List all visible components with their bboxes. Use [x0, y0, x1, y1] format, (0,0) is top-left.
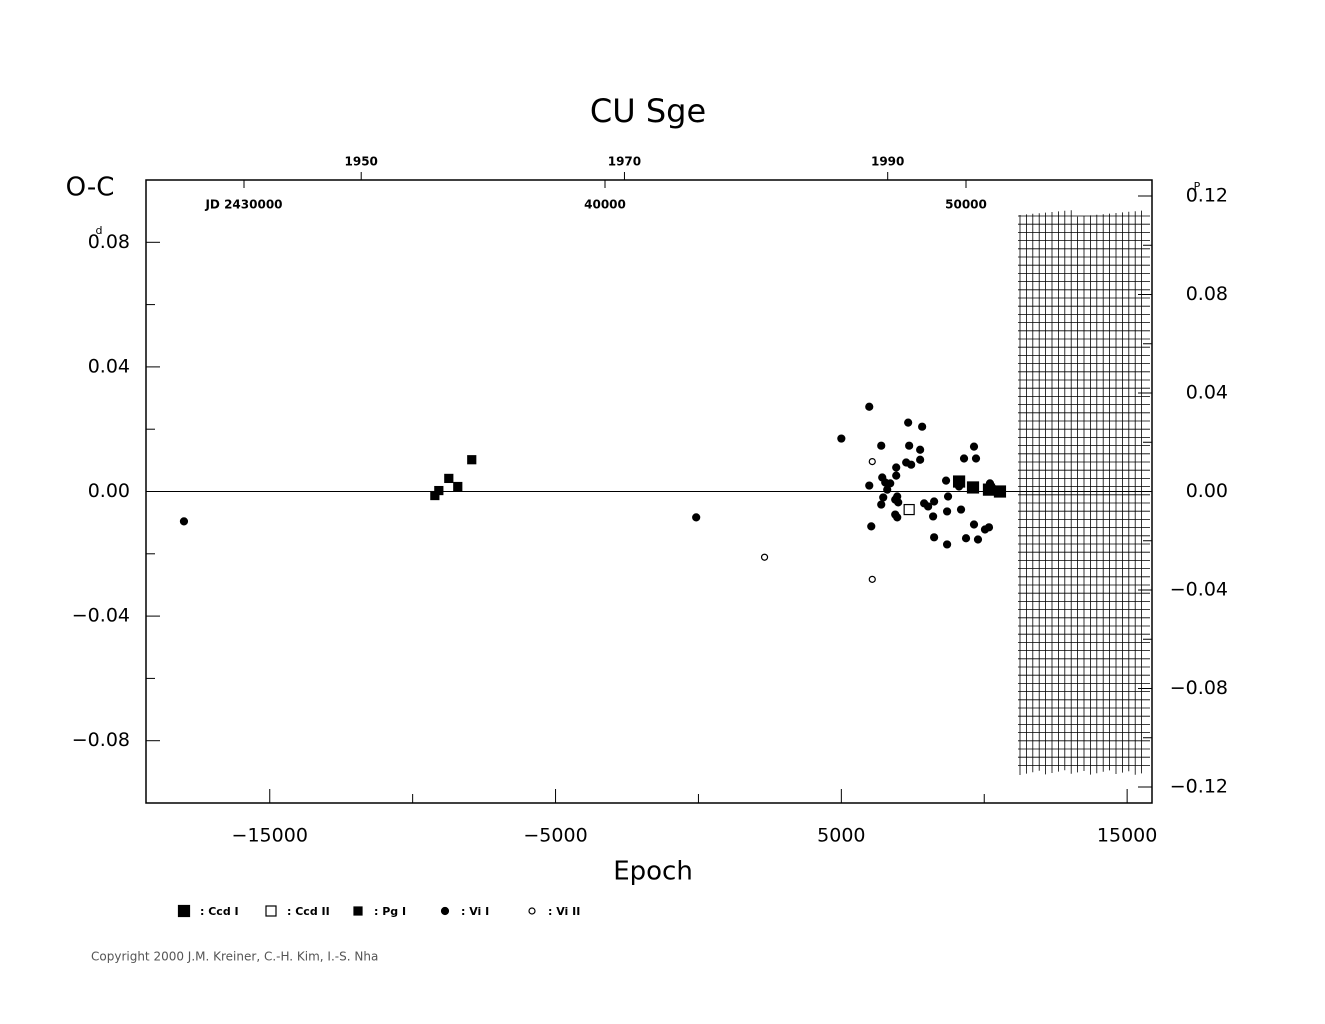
data-point — [966, 481, 980, 494]
data-point — [969, 520, 979, 529]
legend-marker — [177, 904, 191, 918]
data-point — [434, 485, 444, 496]
y2-tick-label: 0.00 — [1186, 480, 1228, 502]
data-point — [892, 471, 901, 480]
y2-tick-label: 0.04 — [1186, 382, 1228, 404]
x-tick-label: 15000 — [1097, 825, 1157, 847]
y-tick-label: 0.04 — [88, 355, 130, 377]
year-tick-label: 1990 — [871, 155, 904, 169]
data-point — [988, 484, 998, 493]
x-tick-label: 5000 — [817, 825, 865, 847]
jd-tick-label: 50000 — [945, 198, 987, 212]
data-point — [916, 455, 925, 464]
data-point — [179, 517, 189, 526]
data-point — [930, 533, 939, 542]
data-point — [942, 507, 952, 516]
y2-tick-label: −0.12 — [1170, 775, 1228, 797]
y-unit: d — [96, 224, 103, 237]
y2-tick-label: 0.08 — [1186, 283, 1228, 305]
data-point — [943, 492, 953, 501]
legend-marker — [440, 906, 450, 916]
data-point — [879, 493, 888, 502]
data-point — [892, 463, 901, 472]
y-tick-label: −0.04 — [72, 605, 130, 627]
year-tick-label: 1950 — [345, 155, 378, 169]
y-tick-label: 0.00 — [88, 480, 130, 502]
y-tick-label: 0.08 — [88, 231, 130, 253]
data-point — [760, 553, 769, 561]
data-point — [930, 497, 939, 506]
data-point — [692, 513, 701, 522]
legend-marker — [528, 907, 536, 915]
data-point — [865, 481, 874, 490]
data-point — [984, 523, 994, 532]
data-point — [837, 434, 846, 443]
data-point — [954, 482, 964, 491]
data-point — [894, 498, 903, 507]
data-point — [903, 503, 915, 516]
data-point — [893, 513, 902, 522]
data-point — [971, 454, 981, 463]
x-tick-label: −15000 — [232, 825, 308, 847]
data-point — [961, 534, 971, 543]
data-point — [929, 512, 938, 521]
y-tick-label: −0.08 — [72, 729, 130, 751]
data-point — [924, 502, 933, 511]
copyright: Copyright 2000 J.M. Kreiner, C.-H. Kim, … — [91, 950, 378, 964]
legend-marker — [353, 906, 363, 916]
legend-marker — [265, 905, 277, 917]
x-tick-label: −5000 — [523, 825, 587, 847]
data-point — [916, 445, 925, 454]
legend-label: : Ccd I — [200, 905, 239, 918]
y2-tick-label: 0.12 — [1186, 185, 1228, 207]
y2-unit: P — [1194, 180, 1201, 193]
x-axis-label: Epoch — [613, 857, 693, 887]
data-point — [973, 535, 983, 544]
data-point — [956, 505, 966, 514]
data-point — [969, 442, 979, 451]
data-point — [904, 418, 913, 427]
legend-label: : Vi II — [548, 905, 580, 918]
chart-title: CU Sge — [590, 92, 706, 130]
data-point — [865, 402, 874, 411]
y-axis-label: O-C — [66, 173, 115, 203]
legend-label: : Ccd II — [287, 905, 330, 918]
y2-tick-label: −0.08 — [1170, 677, 1228, 699]
data-point — [907, 460, 916, 469]
jd-tick-label: 40000 — [584, 198, 626, 212]
data-point — [959, 454, 969, 463]
legend-label: : Vi I — [461, 905, 489, 918]
data-point — [868, 457, 876, 466]
legend-label: : Pg I — [374, 905, 406, 918]
jd-tick-label: JD 2430000 — [204, 198, 282, 212]
data-point — [467, 455, 477, 465]
data-point — [453, 481, 463, 492]
data-point — [941, 476, 951, 485]
data-point — [942, 540, 952, 549]
data-point — [868, 575, 876, 583]
y2-tick-label: −0.04 — [1170, 578, 1228, 600]
data-point — [918, 422, 927, 431]
data-point — [444, 473, 454, 484]
year-tick-label: 1970 — [608, 155, 641, 169]
data-point — [877, 441, 886, 450]
data-point — [905, 441, 914, 450]
data-point — [867, 522, 876, 531]
data-point — [886, 479, 895, 488]
data-point — [877, 500, 886, 509]
